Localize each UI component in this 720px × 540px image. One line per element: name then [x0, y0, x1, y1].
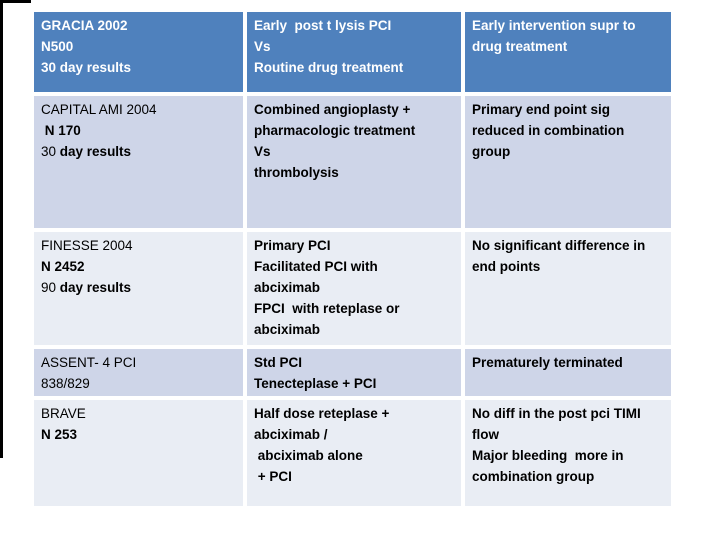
text-line: reduced in combination [472, 123, 625, 138]
text-line: ASSENT- 4 PCI [41, 355, 137, 370]
text-line: CAPITAL AMI 2004 [41, 102, 157, 117]
text-line: N 253 [41, 427, 78, 442]
cell-assent-4-pci-intervention: Std PCI Tenecteplase + PCI [243, 345, 465, 400]
text-line: Vs [254, 144, 271, 159]
text-line: FINESSE 2004 [41, 238, 133, 253]
table-row-capital-ami: CAPITAL AMI 2004 N 170 30 day results Comb… [30, 92, 675, 232]
cell-assent-4-pci-outcome: Prematurely terminated [461, 345, 675, 400]
text-line: combination group [472, 469, 595, 484]
cell-gracia-intervention: Early post t lysis PCI Vs Routine drug tre… [243, 8, 465, 96]
text-line: Primary end point sig [472, 102, 611, 117]
table-row-assent-4-pci: ASSENT- 4 PCI 838/829 Std PCI Tenecteplase … [30, 345, 675, 400]
text-line: 90 day results [41, 280, 132, 295]
text-line: N 2452 [41, 259, 85, 274]
text-line: abciximab [254, 280, 321, 295]
text-line: Std PCI [254, 355, 303, 370]
text-line: N500 [41, 39, 74, 54]
cell-capital-ami-intervention: Combined angioplasty + pharmacologic trea… [243, 92, 465, 232]
text-line: 838/829 [41, 376, 90, 391]
text-line: Tenecteplase + PCI [254, 376, 377, 391]
table-row-gracia: GRACIA 2002 N500 30 day results Early post … [30, 8, 675, 96]
text-line: abciximab [254, 322, 321, 337]
text-line: Routine drug treatment [254, 60, 404, 75]
slide-frame-left-bar [0, 0, 3, 458]
text-line: BRAVE [41, 406, 86, 421]
text-line: No significant difference in [472, 238, 646, 253]
cell-finesse-outcome: No significant difference in end points [461, 228, 675, 349]
text-line: abciximab alone [254, 448, 363, 463]
text-line: end points [472, 259, 541, 274]
text-line: group [472, 144, 511, 159]
cell-brave-outcome: No diff in the post pci TIMI flow Major bl… [461, 396, 675, 510]
text-line: Combined angioplasty + [254, 102, 411, 117]
text-line: Major bleeding more in [472, 448, 624, 463]
cell-gracia-outcome: Early intervention supr to drug treatment [461, 8, 675, 96]
cell-finesse-intervention: Primary PCI Facilitated PCI with abciximab… [243, 228, 465, 349]
table-row-finesse: FINESSE 2004 N 2452 90 day results Primary … [30, 228, 675, 349]
table-row-brave: BRAVE N 253 Half dose reteplase + abciximab… [30, 396, 675, 510]
text-line: thrombolysis [254, 165, 339, 180]
text-line: drug treatment [472, 39, 568, 54]
cell-capital-ami-outcome: Primary end point sig reduced in combinat… [461, 92, 675, 232]
text-line: abciximab / [254, 427, 328, 442]
cell-brave-study: BRAVE N 253 [30, 396, 247, 510]
text-line: pharmacologic treatment [254, 123, 416, 138]
text-line: Early intervention supr to [472, 18, 636, 33]
text-line: GRACIA 2002 [41, 18, 128, 33]
text-line: Prematurely terminated [472, 355, 623, 370]
text-line: Early post t lysis PCI [254, 18, 392, 33]
cell-capital-ami-study: CAPITAL AMI 2004 N 170 30 day results [30, 92, 247, 232]
cell-gracia-study: GRACIA 2002 N500 30 day results [30, 8, 247, 96]
slide-frame-top-bar [0, 0, 31, 3]
text-line: + PCI [254, 469, 292, 484]
cell-assent-4-pci-study: ASSENT- 4 PCI 838/829 [30, 345, 247, 400]
text-line: N 170 [41, 123, 81, 138]
cell-brave-intervention: Half dose reteplase + abciximab / abcixim… [243, 396, 465, 510]
text-line: 30 day results [41, 60, 132, 75]
text-line: flow [472, 427, 499, 442]
text-line: 30 day results [41, 144, 132, 159]
text-line: Primary PCI [254, 238, 331, 253]
text-line: FPCI with reteplase or [254, 301, 400, 316]
trials-comparison-table: GRACIA 2002 N500 30 day results Early post … [30, 8, 675, 510]
text-line: Half dose reteplase + [254, 406, 390, 421]
text-line: Facilitated PCI with [254, 259, 378, 274]
table-body: GRACIA 2002 N500 30 day results Early post … [30, 8, 675, 510]
text-line: No diff in the post pci TIMI [472, 406, 641, 421]
cell-finesse-study: FINESSE 2004 N 2452 90 day results [30, 228, 247, 349]
text-line: Vs [254, 39, 271, 54]
